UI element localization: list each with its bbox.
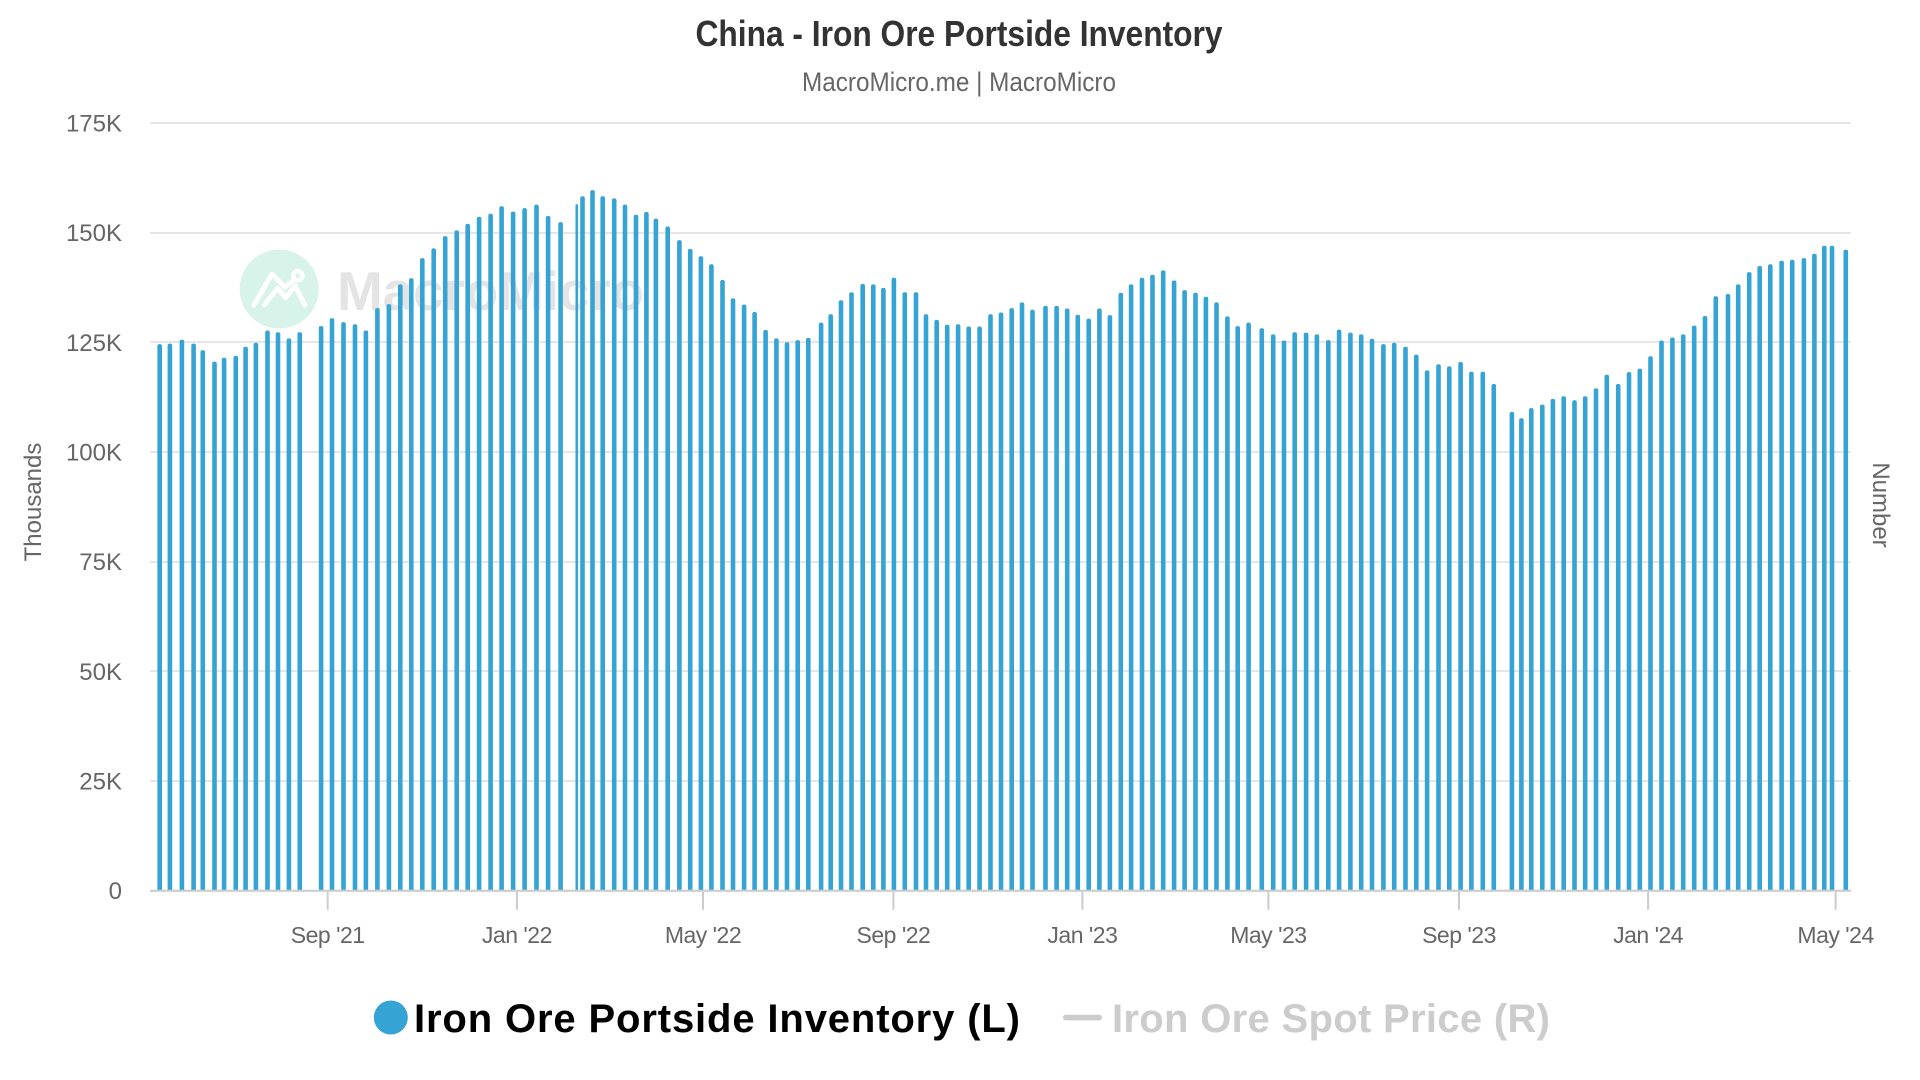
svg-text:125K: 125K xyxy=(66,330,122,357)
svg-text:Jan '22: Jan '22 xyxy=(482,922,552,948)
svg-text:China - Iron Ore Portside Inve: China - Iron Ore Portside Inventory xyxy=(696,13,1223,54)
svg-text:150K: 150K xyxy=(66,220,122,247)
svg-text:Sep '21: Sep '21 xyxy=(291,922,365,948)
svg-text:175K: 175K xyxy=(66,111,122,138)
svg-text:Jan '23: Jan '23 xyxy=(1047,922,1117,948)
svg-text:0: 0 xyxy=(109,878,122,905)
svg-text:Thousands: Thousands xyxy=(20,443,47,562)
svg-text:May '23: May '23 xyxy=(1230,922,1306,948)
svg-text:May '22: May '22 xyxy=(665,922,741,948)
svg-text:25K: 25K xyxy=(79,768,122,795)
svg-text:Sep '23: Sep '23 xyxy=(1422,922,1496,948)
svg-text:Number: Number xyxy=(1867,462,1894,547)
svg-text:50K: 50K xyxy=(79,659,122,686)
svg-text:Iron Ore Portside Inventory (L: Iron Ore Portside Inventory (L) xyxy=(414,997,1020,1041)
svg-text:75K: 75K xyxy=(79,549,122,576)
svg-text:Iron Ore Spot Price (R): Iron Ore Spot Price (R) xyxy=(1112,997,1550,1041)
svg-text:MacroMicro.me | MacroMicro: MacroMicro.me | MacroMicro xyxy=(802,67,1116,97)
svg-text:Sep '22: Sep '22 xyxy=(857,922,931,948)
svg-text:Jan '24: Jan '24 xyxy=(1613,922,1684,948)
svg-text:100K: 100K xyxy=(66,440,122,467)
svg-text:May '24: May '24 xyxy=(1797,922,1874,948)
